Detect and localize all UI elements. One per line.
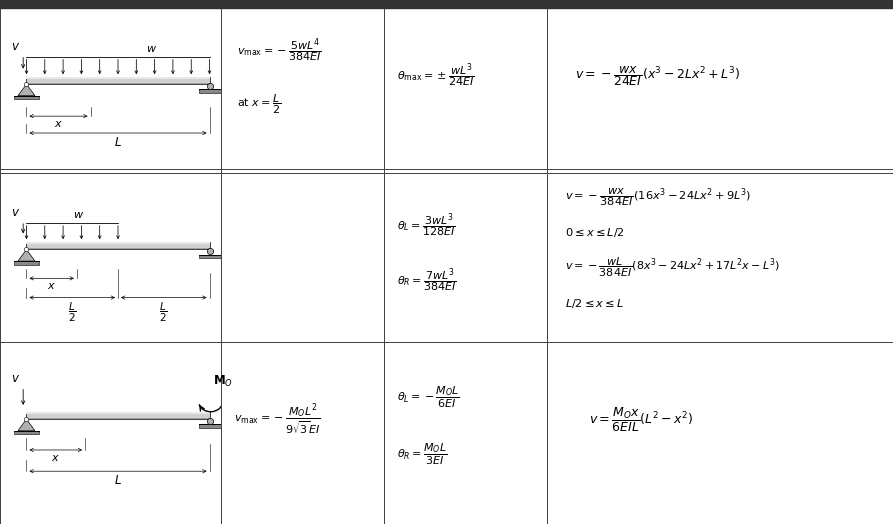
Text: $\theta_L = \dfrac{3wL^3}{128EI}$: $\theta_L = \dfrac{3wL^3}{128EI}$	[397, 212, 455, 240]
Text: $v$: $v$	[11, 372, 20, 385]
Text: $L$: $L$	[114, 474, 122, 487]
Text: $L/2 \leq x \leq L$: $L/2 \leq x \leq L$	[564, 297, 624, 310]
Text: $\dfrac{L}{2}$: $\dfrac{L}{2}$	[68, 300, 77, 324]
Text: $x$: $x$	[47, 281, 56, 291]
Text: $v_{\mathrm{max}} = -\dfrac{M_O L^2}{9\sqrt{3}EI}$: $v_{\mathrm{max}} = -\dfrac{M_O L^2}{9\s…	[234, 403, 320, 438]
FancyBboxPatch shape	[27, 243, 210, 244]
Text: $\theta_R = \dfrac{M_O L}{3EI}$: $\theta_R = \dfrac{M_O L}{3EI}$	[397, 442, 447, 467]
FancyBboxPatch shape	[14, 431, 38, 434]
Text: $\dfrac{L}{2}$: $\dfrac{L}{2}$	[160, 300, 168, 324]
FancyBboxPatch shape	[27, 77, 210, 84]
Text: $v = \dfrac{M_O x}{6EIL}(L^2 - x^2)$: $v = \dfrac{M_O x}{6EIL}(L^2 - x^2)$	[588, 406, 693, 434]
Text: $v$: $v$	[11, 40, 20, 53]
FancyBboxPatch shape	[198, 90, 221, 93]
FancyBboxPatch shape	[14, 261, 38, 265]
FancyBboxPatch shape	[198, 255, 221, 258]
Text: $\mathbf{M}_O$: $\mathbf{M}_O$	[213, 374, 233, 389]
Polygon shape	[18, 419, 35, 431]
Text: $v$: $v$	[11, 206, 20, 219]
Text: $0 \leq x \leq L/2$: $0 \leq x \leq L/2$	[564, 226, 624, 239]
Text: $w$: $w$	[73, 210, 85, 220]
FancyBboxPatch shape	[27, 418, 210, 419]
Polygon shape	[18, 249, 35, 261]
Text: $x$: $x$	[54, 119, 63, 129]
Text: $x$: $x$	[51, 453, 60, 463]
FancyBboxPatch shape	[14, 96, 38, 99]
FancyBboxPatch shape	[27, 83, 210, 84]
Text: $v = -\dfrac{wL}{384EI}(8x^3 - 24Lx^2 + 17L^2x - L^3)$: $v = -\dfrac{wL}{384EI}(8x^3 - 24Lx^2 + …	[564, 256, 780, 279]
Text: $v = -\dfrac{wx}{24EI}(x^3 - 2Lx^2 + L^3)$: $v = -\dfrac{wx}{24EI}(x^3 - 2Lx^2 + L^3…	[575, 64, 740, 88]
FancyBboxPatch shape	[198, 424, 221, 428]
FancyBboxPatch shape	[27, 78, 210, 79]
Text: $L$: $L$	[114, 136, 122, 149]
FancyBboxPatch shape	[27, 412, 210, 413]
Text: $\theta_{\mathrm{max}} = \pm\dfrac{wL^3}{24EI}$: $\theta_{\mathrm{max}} = \pm\dfrac{wL^3}…	[397, 62, 475, 90]
Bar	[0, 0, 893, 8]
Text: $\mathrm{at}\ x = \dfrac{L}{2}$: $\mathrm{at}\ x = \dfrac{L}{2}$	[237, 93, 281, 116]
Text: $\theta_R = \dfrac{7wL^3}{384EI}$: $\theta_R = \dfrac{7wL^3}{384EI}$	[397, 267, 457, 295]
Text: $v_{\mathrm{max}} = -\dfrac{5wL^4}{384EI}$: $v_{\mathrm{max}} = -\dfrac{5wL^4}{384EI…	[237, 37, 321, 64]
Text: $v = -\dfrac{wx}{384EI}(16x^3 - 24Lx^2 + 9L^3)$: $v = -\dfrac{wx}{384EI}(16x^3 - 24Lx^2 +…	[564, 187, 751, 209]
Text: $\theta_L = -\dfrac{M_O L}{6EI}$: $\theta_L = -\dfrac{M_O L}{6EI}$	[397, 385, 460, 410]
FancyBboxPatch shape	[27, 412, 210, 419]
FancyBboxPatch shape	[27, 242, 210, 249]
FancyBboxPatch shape	[27, 248, 210, 249]
Polygon shape	[18, 84, 35, 96]
Text: $w$: $w$	[146, 44, 156, 54]
